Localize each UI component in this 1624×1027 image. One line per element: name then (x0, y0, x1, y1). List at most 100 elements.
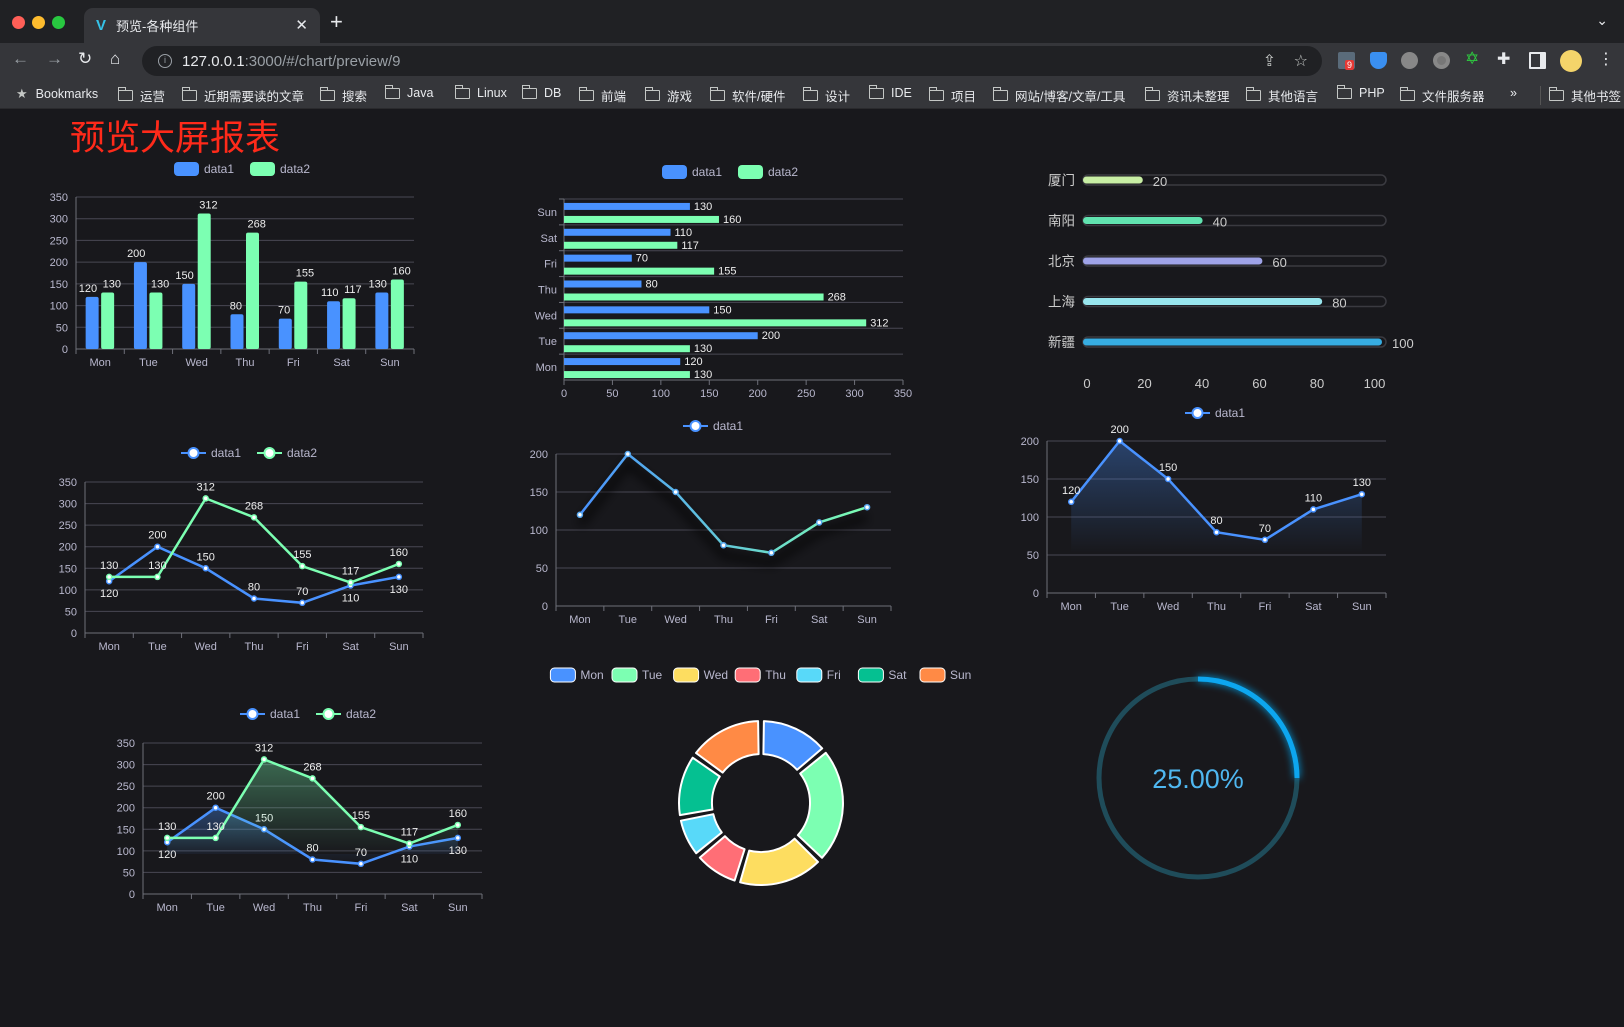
legend-item-data1[interactable]: data1 (174, 162, 234, 176)
minimize-window-button[interactable] (32, 16, 45, 29)
profile-avatar[interactable] (1560, 50, 1582, 72)
bookmark-folder[interactable]: 资讯未整理 (1144, 86, 1230, 105)
bookmark-folder[interactable]: 文件服务器 (1399, 86, 1485, 105)
legend-item-tue[interactable]: Tue (611, 667, 663, 683)
bookmarks-button[interactable]: ★ Bookmarks (16, 86, 98, 102)
legend-item-sat[interactable]: Sat (857, 667, 907, 683)
legend-item-data1[interactable]: data1 (683, 419, 743, 433)
folder-icon (1548, 87, 1564, 101)
bar-data2 (101, 292, 115, 349)
y-tick-label: 300 (50, 214, 68, 226)
legend-item-data2[interactable]: data2 (250, 162, 310, 176)
bookmark-folder[interactable]: 项目 (928, 86, 976, 105)
point-data-label: 70 (296, 586, 308, 598)
reload-icon[interactable]: ↻ (78, 49, 93, 68)
legend-item-fri[interactable]: Fri (796, 667, 841, 683)
bookmark-folder[interactable]: 运营 (117, 86, 166, 105)
bookmark-folder[interactable]: 其他语言 (1245, 86, 1318, 105)
y-tick-label: 50 (65, 606, 77, 618)
bookmark-folder[interactable]: Java (384, 84, 433, 100)
extension-icon[interactable]: 9 (1338, 52, 1355, 70)
tab-search-chevron-icon[interactable]: ⌄ (1596, 12, 1608, 28)
green-dot-extension-icon[interactable] (1433, 52, 1450, 69)
data-point (260, 756, 268, 763)
side-panel-icon[interactable] (1529, 52, 1546, 69)
bookmark-folder[interactable]: IDE (868, 84, 912, 100)
site-info-icon[interactable]: i (158, 54, 172, 68)
progress-bar (1083, 176, 1143, 184)
bookmark-folder[interactable]: 游戏 (644, 86, 692, 105)
bookmark-folder[interactable]: 搜索 (319, 86, 367, 105)
extensions-puzzle-icon[interactable]: ✚ (1497, 51, 1511, 68)
close-window-button[interactable] (12, 16, 25, 29)
share-icon[interactable]: ⇪ (1262, 53, 1276, 70)
maximize-window-button[interactable] (52, 16, 65, 29)
y-tick-label: 50 (536, 563, 548, 575)
legend-swatch-icon (174, 162, 199, 176)
bar-data1 (182, 283, 196, 349)
back-icon[interactable]: ← (12, 49, 29, 68)
star-icon: ★ (16, 86, 28, 101)
bookmark-folder[interactable]: 前端 (578, 86, 626, 105)
browser-tab[interactable]: V 预览-各种组件 ✕ (84, 8, 320, 43)
bar-data-label: 200 (127, 248, 145, 260)
legend-item-sun[interactable]: Sun (919, 667, 971, 683)
bookmark-folder[interactable]: 网站/博客/文章/工具 (992, 86, 1125, 105)
legend-item-thu[interactable]: Thu (734, 667, 786, 683)
point-data-label: 130 (158, 821, 176, 833)
menu-kebab-icon[interactable]: ⋮ (1598, 51, 1614, 68)
legend-label: data2 (287, 446, 317, 460)
pie-slice-thu (698, 835, 746, 882)
bar-data-label: 130 (694, 343, 712, 355)
command-extension-icon[interactable] (1401, 52, 1418, 69)
legend-item-mon[interactable]: Mon (549, 667, 604, 683)
folder-icon (992, 87, 1008, 101)
star-extension-icon[interactable]: ✡ (1465, 49, 1480, 68)
gem-extension-icon[interactable] (1370, 52, 1387, 69)
bar-data-label: 80 (230, 300, 242, 312)
legend-item-data1[interactable]: data1 (662, 165, 722, 179)
progress-label: 上海 (1048, 295, 1075, 310)
line-data1 (578, 452, 868, 555)
bookmark-folder[interactable]: PHP (1336, 84, 1385, 100)
bookmark-folder[interactable]: 近期需要读的文章 (181, 86, 304, 105)
bookmarks-bar: ★ Bookmarks 运营 近期需要读的文章 搜索 Java Linux DB 前端 游戏 软件/… (0, 79, 1624, 109)
close-tab-icon[interactable]: ✕ (295, 17, 308, 34)
x-tick-label: Sun (857, 614, 877, 626)
point-data-label: 160 (449, 808, 467, 820)
bookmark-label: 软件/硬件 (732, 90, 786, 104)
bookmark-label: 运营 (140, 90, 166, 104)
legend-item-data2[interactable]: data2 (738, 165, 798, 179)
bookmark-folder[interactable]: DB (521, 84, 561, 100)
more-bookmarks-button[interactable]: » (1510, 86, 1517, 100)
legend-item-data2[interactable]: data2 (316, 707, 376, 721)
x-tick-label: Wed (195, 641, 217, 653)
point-data-label: 110 (401, 854, 419, 866)
y-tick-label: Thu (538, 285, 557, 297)
bookmark-folder[interactable]: 软件/硬件 (709, 86, 786, 105)
forward-icon[interactable]: → (46, 49, 63, 68)
bookmark-folder[interactable]: Linux (454, 84, 507, 100)
legend-label: data1 (692, 165, 722, 179)
address-bar[interactable]: i 127.0.0.1:3000/#/chart/preview/9 ⇪ ☆ (142, 46, 1322, 76)
data-point (1358, 490, 1366, 498)
legend-item-data1[interactable]: data1 (240, 707, 300, 721)
y-tick-label: 250 (50, 235, 68, 247)
legend-label: Sun (950, 668, 971, 682)
legend-item-data2[interactable]: data2 (257, 446, 317, 460)
legend-item-data1[interactable]: data1 (1185, 406, 1245, 420)
legend-swatch-icon (734, 667, 761, 683)
home-icon[interactable]: ⌂ (110, 49, 121, 68)
x-tick-label: 100 (1364, 376, 1386, 391)
bar-data-label: 117 (344, 284, 362, 296)
legend-circle-icon (187, 447, 200, 459)
legend-item-wed[interactable]: Wed (673, 667, 728, 683)
y-tick-label: 50 (123, 867, 135, 879)
bookmark-folder[interactable]: 设计 (802, 86, 850, 105)
other-bookmarks-folder[interactable]: 其他书签 (1540, 86, 1621, 105)
new-tab-button[interactable]: + (330, 9, 343, 34)
legend-item-data1[interactable]: data1 (181, 446, 241, 460)
x-tick-label: Tue (148, 641, 167, 653)
bar-data-label: 155 (296, 268, 314, 280)
bookmark-star-icon[interactable]: ☆ (1293, 53, 1308, 70)
